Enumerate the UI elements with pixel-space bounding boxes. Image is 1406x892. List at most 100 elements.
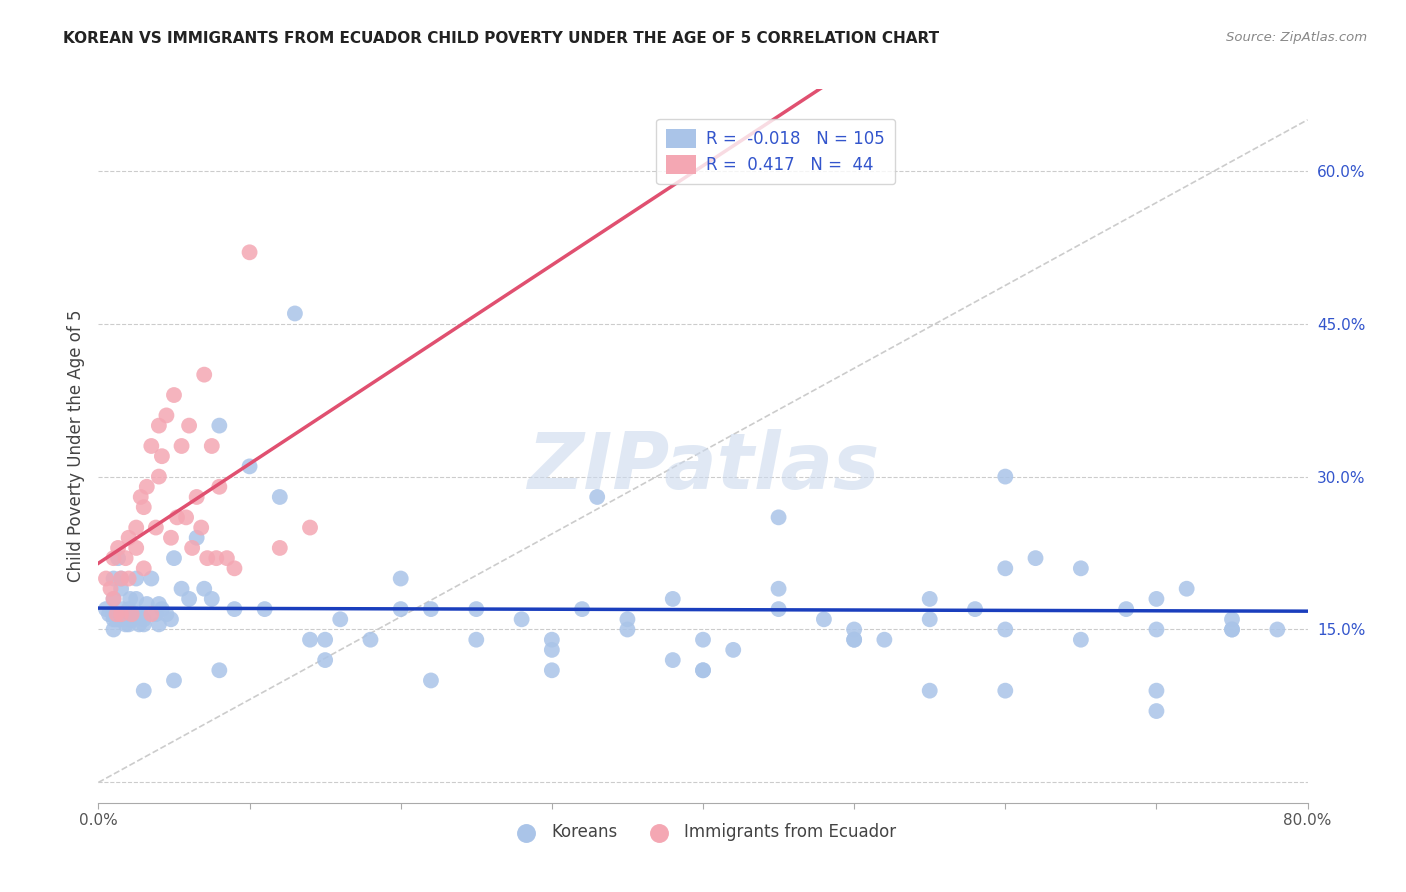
Point: [1267, 623, 1289, 637]
Point: [163, 551, 186, 566]
Point: [125, 541, 148, 555]
Point: [179, 591, 201, 606]
Point: [110, 607, 132, 622]
Point: [186, 490, 208, 504]
Point: [132, 561, 155, 575]
Point: [103, 612, 125, 626]
Point: [661, 591, 683, 606]
Point: [163, 673, 186, 688]
Point: [160, 612, 183, 626]
Point: [1070, 632, 1092, 647]
Point: [111, 602, 134, 616]
Point: [224, 602, 246, 616]
Point: [132, 612, 155, 626]
Point: [1220, 623, 1243, 637]
Point: [122, 607, 145, 622]
Point: [1024, 551, 1046, 566]
Point: [107, 541, 129, 555]
Point: [208, 480, 231, 494]
Point: [284, 306, 307, 320]
Point: [873, 632, 896, 647]
Point: [994, 561, 1017, 575]
Point: [205, 551, 228, 566]
Point: [179, 418, 201, 433]
Point: [616, 612, 638, 626]
Point: [163, 388, 186, 402]
Point: [150, 449, 173, 463]
Point: [193, 582, 215, 596]
Point: [118, 602, 141, 616]
Y-axis label: Child Poverty Under the Age of 5: Child Poverty Under the Age of 5: [66, 310, 84, 582]
Point: [103, 591, 125, 606]
Point: [135, 597, 157, 611]
Text: ZIPatlas: ZIPatlas: [527, 429, 879, 506]
Point: [918, 683, 941, 698]
Point: [269, 541, 291, 555]
Point: [145, 520, 167, 534]
Point: [1144, 623, 1167, 637]
Point: [125, 572, 148, 586]
Point: [195, 551, 218, 566]
Point: [110, 572, 132, 586]
Point: [1144, 704, 1167, 718]
Point: [208, 663, 231, 677]
Point: [1220, 612, 1243, 626]
Point: [389, 572, 412, 586]
Point: [540, 632, 562, 647]
Point: [661, 653, 683, 667]
Point: [1175, 582, 1198, 596]
Point: [844, 623, 866, 637]
Point: [994, 469, 1017, 483]
Point: [269, 490, 291, 504]
Point: [150, 602, 173, 616]
Point: [114, 551, 136, 566]
Point: [125, 520, 148, 534]
Point: [110, 582, 132, 596]
Point: [103, 591, 125, 606]
Point: [170, 582, 193, 596]
Point: [135, 480, 157, 494]
Point: [128, 617, 150, 632]
Point: [314, 653, 336, 667]
Point: [141, 572, 163, 586]
Point: [145, 607, 167, 622]
Point: [118, 617, 141, 632]
Point: [420, 673, 443, 688]
Point: [844, 632, 866, 647]
Point: [201, 591, 224, 606]
Point: [692, 663, 714, 677]
Point: [723, 643, 745, 657]
Point: [103, 607, 125, 622]
Point: [540, 663, 562, 677]
Point: [118, 612, 141, 626]
Point: [121, 607, 143, 622]
Point: [314, 632, 336, 647]
Point: [692, 632, 714, 647]
Point: [114, 617, 136, 632]
Point: [965, 602, 987, 616]
Point: [768, 510, 790, 524]
Point: [132, 500, 155, 515]
Point: [253, 602, 276, 616]
Point: [132, 617, 155, 632]
Point: [1070, 561, 1092, 575]
Point: [1220, 623, 1243, 637]
Point: [239, 459, 262, 474]
Point: [616, 623, 638, 637]
Point: [120, 591, 142, 606]
Point: [190, 520, 212, 534]
Point: [94, 602, 117, 616]
Point: [103, 623, 125, 637]
Point: [215, 551, 238, 566]
Point: [994, 623, 1017, 637]
Point: [224, 561, 246, 575]
Point: [540, 643, 562, 657]
Point: [844, 632, 866, 647]
Point: [174, 510, 197, 524]
Point: [141, 439, 163, 453]
Point: [121, 612, 143, 626]
Point: [103, 551, 125, 566]
Point: [239, 245, 262, 260]
Point: [141, 607, 163, 622]
Point: [118, 607, 141, 622]
